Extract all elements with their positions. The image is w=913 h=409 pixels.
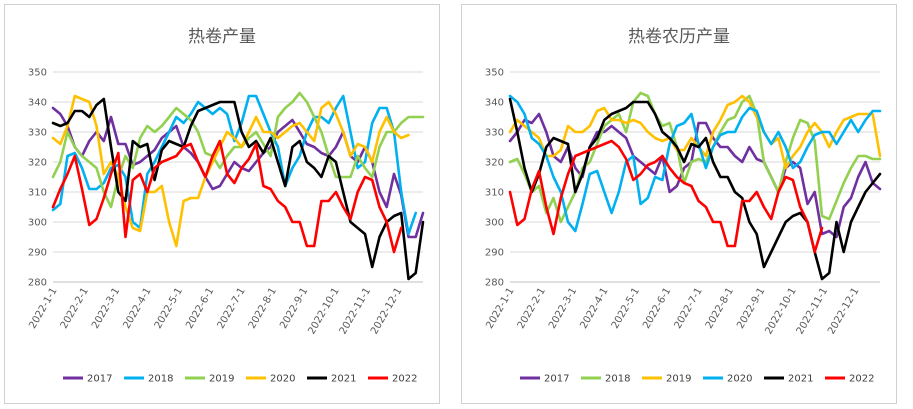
x-tick-label: 2022-11-1 <box>795 286 830 336</box>
legend-label: 2017 <box>544 374 569 385</box>
x-tick-label: 2022-8-1 <box>704 286 736 331</box>
y-tick-label: 290 <box>28 248 47 259</box>
legend-label: 2020 <box>270 374 295 385</box>
x-tick-label: 2022-12-1 <box>826 286 861 336</box>
y-tick-label: 290 <box>485 248 504 259</box>
x-tick-label: 2022-10-1 <box>763 286 798 336</box>
series-line-2020 <box>508 94 882 233</box>
y-tick-label: 330 <box>485 128 504 139</box>
x-tick-label: 2022-5-1 <box>153 286 185 331</box>
y-tick-label: 300 <box>28 218 47 229</box>
x-tick-label: 2022-3-1 <box>90 286 122 331</box>
y-tick-label: 340 <box>485 98 504 109</box>
series-line-2022 <box>51 139 403 254</box>
x-tick-label: 2022-6-1 <box>184 286 216 331</box>
legend-label: 2017 <box>87 374 112 385</box>
y-tick-label: 300 <box>485 218 504 229</box>
series-line-2017 <box>51 106 425 239</box>
x-tick-label: 2022-2-1 <box>516 286 548 331</box>
legend-label: 2022 <box>392 374 417 385</box>
legend-label: 2019 <box>209 374 234 385</box>
x-tick-label: 2022-12-1 <box>369 286 404 336</box>
y-tick-label: 320 <box>28 158 47 169</box>
x-tick-label: 2022-9-1 <box>735 286 767 331</box>
x-tick-label: 2022-7-1 <box>673 286 705 331</box>
y-tick-label: 320 <box>485 158 504 169</box>
legend-label: 2020 <box>727 374 752 385</box>
legend-label: 2019 <box>666 374 691 385</box>
y-tick-label: 340 <box>28 98 47 109</box>
y-tick-label: 350 <box>28 68 47 79</box>
y-tick-label: 350 <box>485 68 504 79</box>
chart-panel-left: 热卷产量 280 290 300 310 320 330 340 350 2022-1-1 2022… <box>4 4 440 404</box>
x-tick-label: 2022-3-1 <box>547 286 579 331</box>
x-tick-label: 2022-10-1 <box>306 286 341 336</box>
chart-panel-right: 热卷农历产量 280 290 300 310 320 330 340 350 2022-1-1 20… <box>461 4 897 404</box>
x-tick-label: 2022-2-1 <box>59 286 91 331</box>
series-line-2022 <box>508 139 824 254</box>
series-line-2018 <box>508 91 882 224</box>
legend-label: 2018 <box>605 374 630 385</box>
x-tick-label: 2022-11-1 <box>338 286 373 336</box>
series-line-2021 <box>51 97 425 281</box>
series-line-2019 <box>508 94 882 170</box>
x-tick-label: 2022-1-1 <box>484 286 516 331</box>
x-tick-label: 2022-8-1 <box>247 286 279 331</box>
x-tick-label: 2022-1-1 <box>27 286 59 331</box>
series-line-2020 <box>51 94 410 248</box>
series-line-2019 <box>51 91 425 209</box>
x-tick-label: 2022-9-1 <box>278 286 310 331</box>
y-tick-label: 330 <box>28 128 47 139</box>
x-tick-label: 2022-5-1 <box>610 286 642 331</box>
legend-label: 2022 <box>849 374 874 385</box>
legend-label: 2021 <box>331 374 356 385</box>
x-tick-label: 2022-7-1 <box>216 286 248 331</box>
chart-title: 热卷农历产量 <box>628 27 730 47</box>
y-tick-label: 280 <box>485 278 504 289</box>
x-tick-label: 2022-4-1 <box>578 286 610 331</box>
legend-label: 2018 <box>148 374 173 385</box>
chart-title: 热卷产量 <box>188 27 256 47</box>
x-tick-label: 2022-6-1 <box>641 286 673 331</box>
legend-label: 2021 <box>788 374 813 385</box>
y-tick-label: 310 <box>28 188 47 199</box>
x-tick-label: 2022-4-1 <box>121 286 153 331</box>
y-tick-label: 310 <box>485 188 504 199</box>
y-tick-label: 280 <box>28 278 47 289</box>
